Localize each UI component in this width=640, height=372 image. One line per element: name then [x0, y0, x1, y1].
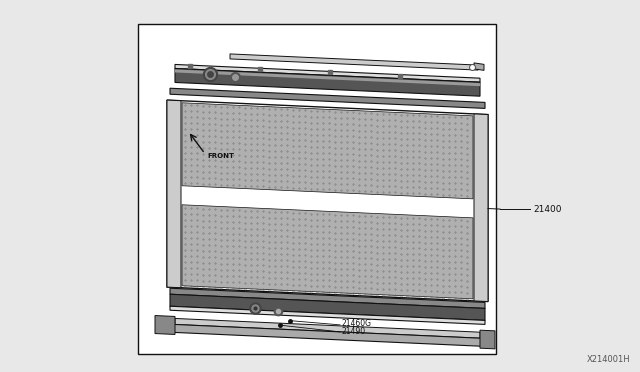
Text: 21460G: 21460G — [342, 320, 372, 328]
Text: FRONT: FRONT — [207, 153, 234, 159]
Polygon shape — [182, 205, 473, 299]
Polygon shape — [170, 288, 485, 308]
Polygon shape — [167, 100, 181, 288]
Polygon shape — [230, 54, 478, 70]
Polygon shape — [170, 306, 485, 324]
Polygon shape — [175, 68, 480, 96]
Polygon shape — [175, 70, 480, 86]
Polygon shape — [182, 103, 473, 199]
Bar — [138, 24, 496, 354]
Text: 21490: 21490 — [342, 327, 366, 336]
Polygon shape — [170, 294, 485, 320]
Polygon shape — [474, 63, 484, 70]
Polygon shape — [474, 114, 488, 302]
Polygon shape — [167, 100, 488, 302]
Polygon shape — [160, 324, 490, 347]
Polygon shape — [175, 318, 480, 338]
Text: 21400: 21400 — [533, 205, 561, 214]
Text: X214001H: X214001H — [586, 355, 630, 364]
Polygon shape — [480, 330, 495, 349]
Polygon shape — [170, 88, 485, 108]
Polygon shape — [155, 315, 175, 334]
Polygon shape — [175, 64, 480, 82]
